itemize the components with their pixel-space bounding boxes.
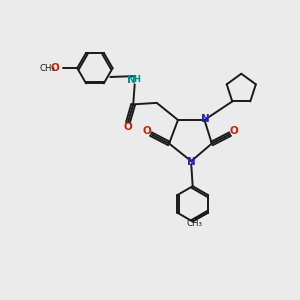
Text: O: O [230,126,239,136]
Text: O: O [142,126,151,136]
Text: O: O [51,63,60,73]
Text: N: N [127,75,136,85]
Text: N: N [188,157,196,167]
Text: H: H [134,75,140,84]
Text: CH₃: CH₃ [186,219,202,228]
Text: CH₃: CH₃ [40,64,56,73]
Text: N: N [201,114,209,124]
Text: O: O [124,122,132,132]
